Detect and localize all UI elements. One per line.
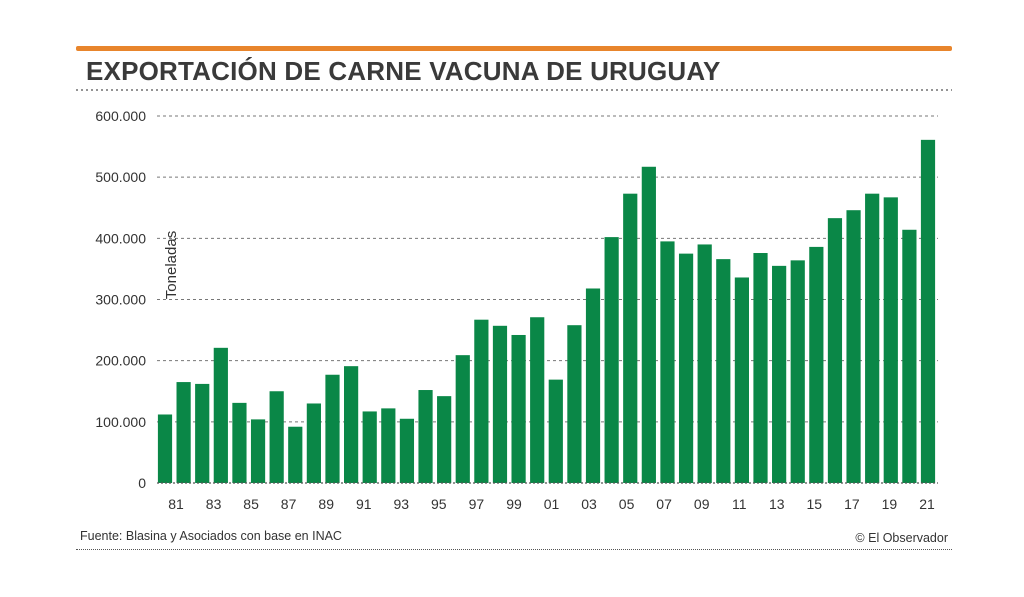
bar [418,390,433,483]
x-tick-label: 07 [656,496,672,512]
bar [455,355,470,483]
bar [623,193,638,483]
x-tick-label: 83 [206,496,222,512]
bar [176,382,191,483]
bar [678,253,694,484]
bar [827,218,843,483]
bar [325,374,340,483]
bar [809,246,824,483]
bar [734,277,749,483]
x-tick-label: 15 [807,496,823,512]
x-tick-label: 21 [919,496,935,512]
bar [883,197,898,483]
bar [157,414,173,483]
top-rule [76,46,952,51]
x-tick-label: 01 [544,496,560,512]
x-tick-label: 87 [281,496,297,512]
x-tick-label: 13 [769,496,785,512]
bottom-rule [76,549,952,550]
x-tick-label: 99 [506,496,522,512]
bar [865,193,880,483]
y-axis-title: Toneladas [163,231,180,299]
bar [288,426,303,483]
bar [437,396,452,483]
y-tick-label: 100.000 [95,414,146,430]
bar [399,418,415,483]
x-tick-label: 91 [356,496,372,512]
y-tick-label: 200.000 [95,353,146,369]
x-tick-label: 97 [469,496,485,512]
bar [604,237,619,483]
bar [902,229,917,483]
x-tick-label: 05 [619,496,635,512]
bar [641,166,656,483]
bar [846,210,861,483]
bar [213,347,228,483]
bar [492,325,508,483]
bar [585,288,601,483]
bar [511,334,526,483]
bar [548,379,563,483]
y-tick-label: 600.000 [95,108,146,124]
bar [306,403,321,483]
bar [660,241,675,483]
bar [269,391,284,483]
bar [362,411,377,483]
bar [344,366,359,483]
bar [250,419,266,483]
y-tick-label: 500.000 [95,169,146,185]
bar [195,383,210,483]
bar [772,265,787,483]
bar [381,408,396,483]
bar [697,244,712,483]
y-tick-label: 400.000 [95,230,146,246]
x-tick-label: 81 [168,496,184,512]
chart-title: EXPORTACIÓN DE CARNE VACUNA DE URUGUAY [86,56,721,86]
x-tick-label: 95 [431,496,447,512]
bar [474,319,489,483]
x-tick-label: 85 [243,496,259,512]
credit: © El Observador [855,531,948,545]
x-tick-label: 93 [394,496,410,512]
x-tick-label: 11 [732,496,747,512]
y-tick-label: 0 [138,475,146,491]
y-tick-label: 300.000 [95,292,146,308]
x-tick-label: 17 [844,496,860,512]
x-tick-label: 03 [581,496,597,512]
bar [232,402,247,483]
bar [753,253,768,483]
x-tick-label: 89 [318,496,334,512]
bar [790,260,805,483]
bar [716,259,731,483]
bar [567,325,582,483]
x-tick-label: 09 [694,496,710,512]
source-note: Fuente: Blasina y Asociados con base en … [80,529,342,543]
x-tick-label: 19 [882,496,898,512]
bar [530,317,545,483]
bar [920,139,936,483]
